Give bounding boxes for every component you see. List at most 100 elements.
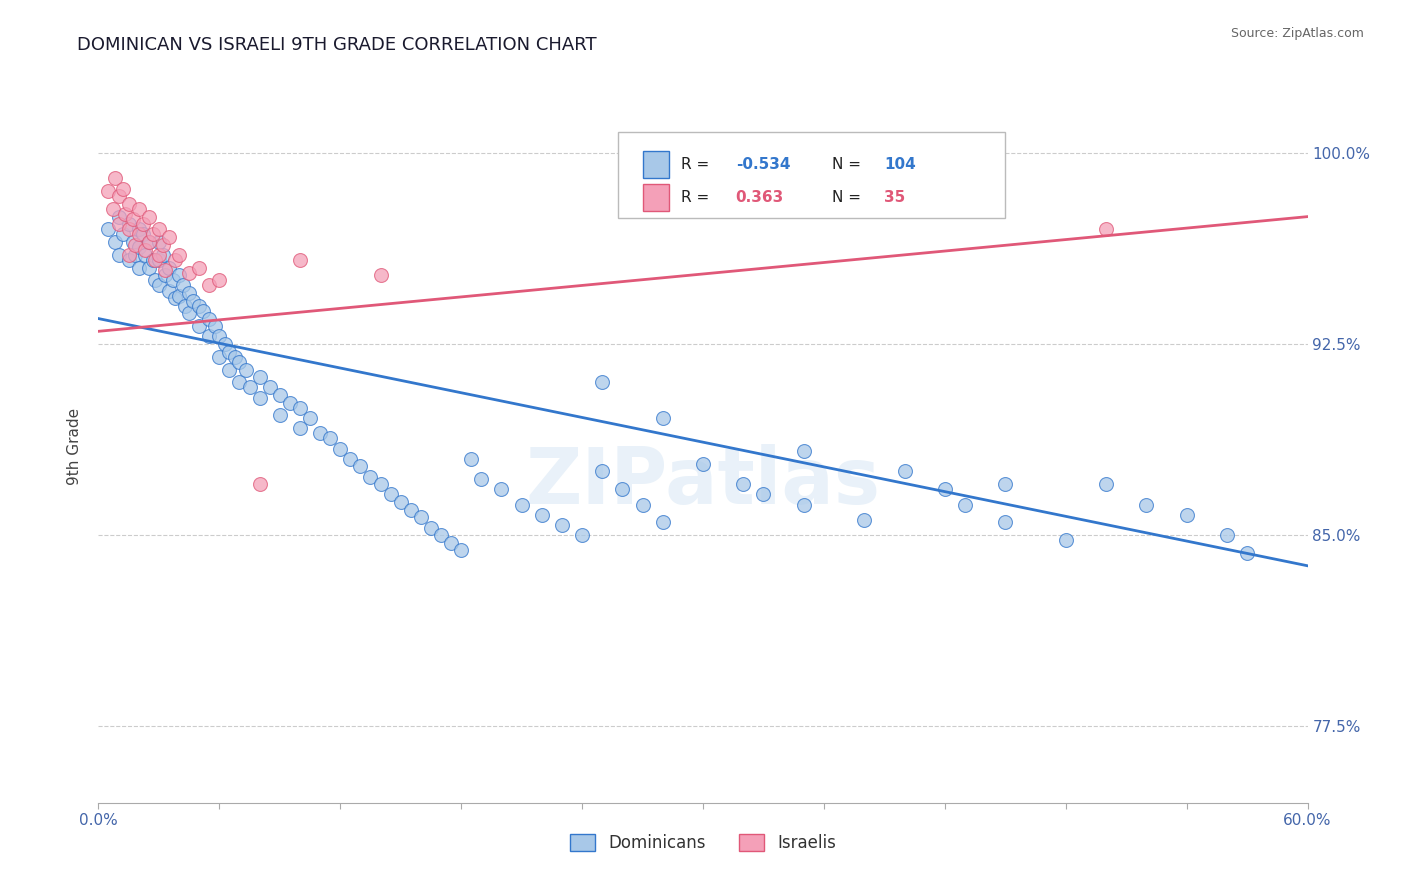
- Point: [551, 518, 574, 533]
- Point: [208, 350, 231, 364]
- Point: [107, 210, 129, 224]
- Point: [235, 362, 257, 376]
- Point: [259, 380, 281, 394]
- Point: [148, 248, 170, 262]
- Point: [249, 370, 271, 384]
- Point: [152, 237, 174, 252]
- Text: 104: 104: [884, 157, 917, 171]
- Point: [142, 252, 165, 267]
- FancyBboxPatch shape: [619, 132, 1005, 218]
- Point: [118, 248, 141, 262]
- Point: [994, 516, 1017, 530]
- Point: [167, 248, 190, 262]
- Point: [450, 543, 472, 558]
- Point: [167, 288, 190, 302]
- Text: ZIPatlas: ZIPatlas: [526, 443, 880, 520]
- Point: [893, 465, 915, 479]
- Point: [107, 248, 129, 262]
- Point: [128, 227, 150, 242]
- Point: [198, 278, 221, 293]
- Point: [162, 273, 184, 287]
- Point: [118, 217, 141, 231]
- Point: [228, 376, 250, 390]
- Text: DOMINICAN VS ISRAELI 9TH GRADE CORRELATION CHART: DOMINICAN VS ISRAELI 9TH GRADE CORRELATI…: [77, 36, 598, 54]
- Point: [107, 189, 129, 203]
- Point: [188, 319, 211, 334]
- Point: [118, 252, 141, 267]
- Point: [121, 235, 143, 249]
- Point: [329, 442, 352, 456]
- Point: [143, 273, 166, 287]
- Point: [193, 304, 215, 318]
- Point: [631, 498, 654, 512]
- Bar: [643, 184, 669, 211]
- Point: [111, 181, 134, 195]
- Point: [349, 459, 371, 474]
- Point: [228, 355, 250, 369]
- Point: [188, 260, 211, 275]
- Point: [409, 510, 432, 524]
- Point: [530, 508, 553, 522]
- Point: [179, 266, 201, 280]
- Point: [157, 230, 180, 244]
- Point: [218, 362, 240, 376]
- Point: [1236, 546, 1258, 560]
- Point: [172, 278, 194, 293]
- Point: [360, 469, 382, 483]
- Point: [114, 207, 136, 221]
- Point: [157, 260, 180, 275]
- Point: [491, 483, 513, 497]
- Point: [148, 222, 170, 236]
- Point: [198, 329, 221, 343]
- Point: [380, 487, 402, 501]
- Point: [103, 171, 125, 186]
- Point: [420, 520, 443, 534]
- Point: [198, 311, 221, 326]
- Point: [269, 388, 291, 402]
- Point: [204, 319, 226, 334]
- Point: [934, 483, 956, 497]
- Point: [733, 477, 755, 491]
- Point: [97, 184, 120, 198]
- Point: [138, 235, 160, 249]
- Point: [1216, 528, 1239, 542]
- Point: [208, 329, 231, 343]
- Point: [134, 248, 156, 262]
- Text: N =: N =: [832, 190, 866, 205]
- Point: [1135, 498, 1157, 512]
- Point: [124, 248, 146, 262]
- Point: [249, 391, 271, 405]
- Point: [181, 293, 204, 308]
- Point: [107, 217, 129, 231]
- Point: [278, 395, 301, 409]
- Point: [128, 240, 150, 254]
- Point: [118, 197, 141, 211]
- Legend: Dominicans, Israelis: Dominicans, Israelis: [564, 827, 842, 859]
- Point: [208, 273, 231, 287]
- Point: [142, 227, 165, 242]
- Text: Source: ZipAtlas.com: Source: ZipAtlas.com: [1230, 27, 1364, 40]
- Point: [1054, 533, 1077, 548]
- Point: [752, 487, 775, 501]
- Y-axis label: 9th Grade: 9th Grade: [67, 408, 83, 484]
- Point: [319, 431, 342, 445]
- Bar: [643, 151, 669, 178]
- Point: [309, 426, 332, 441]
- Point: [224, 350, 246, 364]
- Point: [97, 222, 120, 236]
- Point: [953, 498, 976, 512]
- Point: [370, 268, 392, 283]
- Point: [153, 268, 176, 283]
- Point: [1175, 508, 1198, 522]
- Point: [853, 513, 876, 527]
- Point: [148, 252, 170, 267]
- Point: [399, 502, 422, 516]
- Point: [148, 278, 170, 293]
- Point: [994, 477, 1017, 491]
- Point: [218, 344, 240, 359]
- Point: [239, 380, 262, 394]
- Point: [288, 252, 311, 267]
- Point: [440, 536, 463, 550]
- Point: [269, 409, 291, 423]
- Point: [163, 291, 186, 305]
